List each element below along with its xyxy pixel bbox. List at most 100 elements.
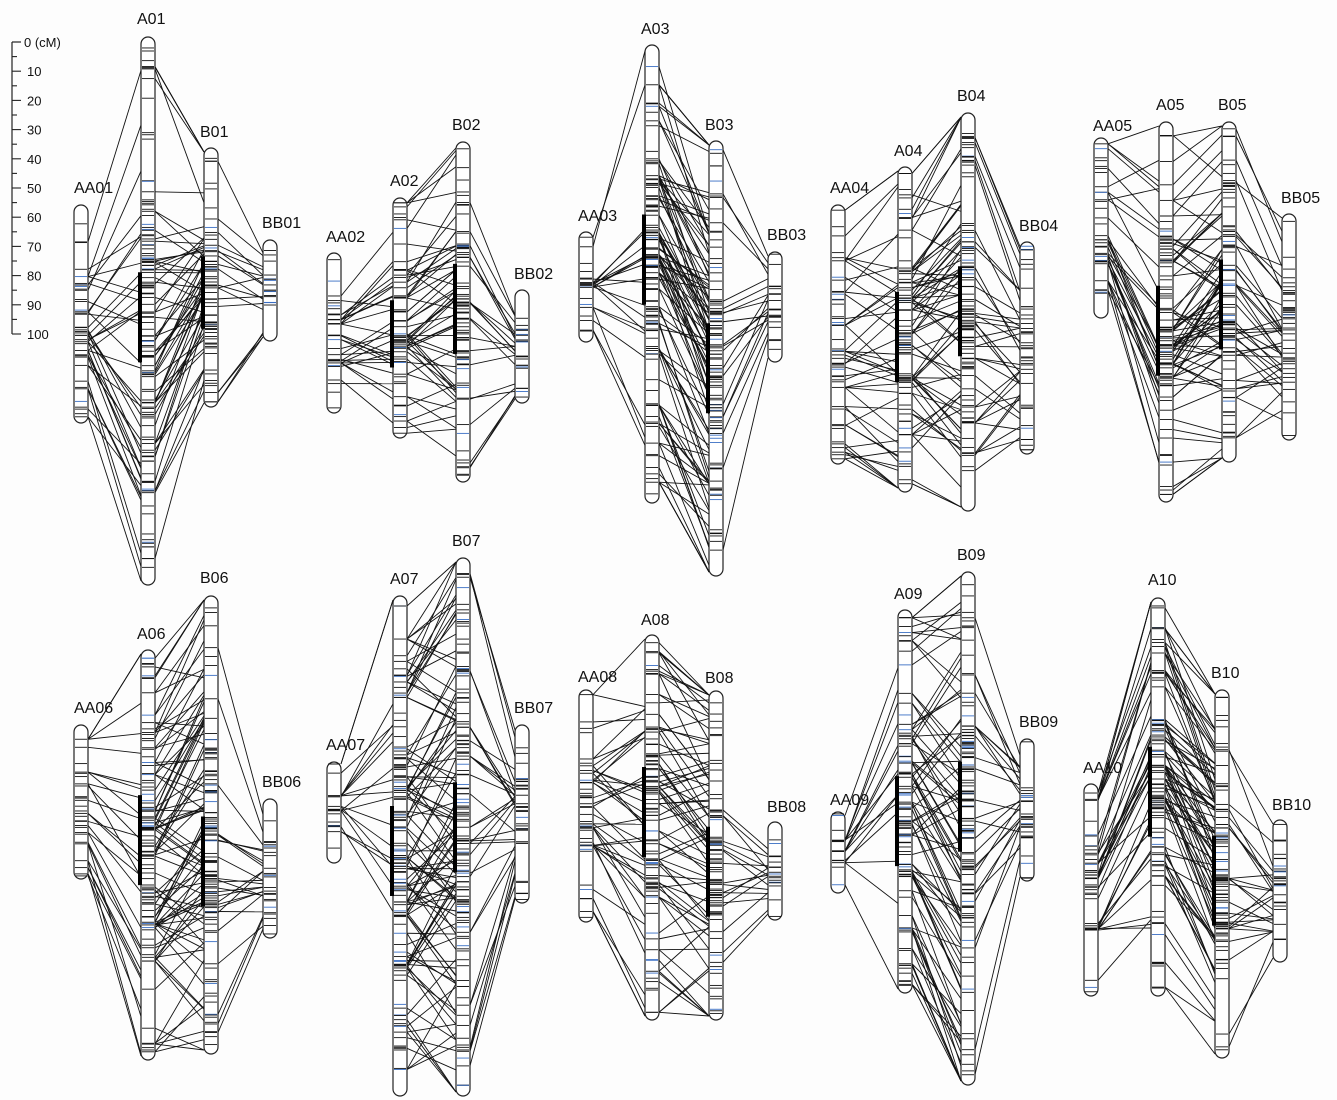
- synteny-link: [911, 863, 962, 913]
- synteny-link: [469, 245, 516, 338]
- chromosome: B02: [452, 117, 481, 483]
- synteny-link: [154, 599, 205, 678]
- synteny-link: [154, 261, 205, 372]
- synteny-link: [844, 454, 899, 467]
- synteny-link: [154, 903, 205, 926]
- synteny-link: [406, 561, 457, 607]
- synteny-link: [87, 875, 142, 1010]
- synteny-link: [340, 321, 394, 356]
- synteny-link: [1164, 787, 1216, 856]
- chromosome: BB05: [1281, 190, 1320, 441]
- synteny-link: [1164, 800, 1216, 818]
- synteny-link: [340, 703, 394, 798]
- chromosomes: AA01 A01 B01 BB01 AA02 A02 B02 BB02 AA03 A03 B03 BB…: [73, 11, 1320, 1097]
- synteny-link: [974, 437, 1021, 472]
- synteny-link: [1235, 410, 1283, 439]
- synteny-link: [592, 737, 646, 760]
- synteny-link: [658, 670, 710, 696]
- synteny-link: [1097, 628, 1152, 801]
- synteny-link: [406, 868, 457, 879]
- synteny-link: [844, 689, 899, 842]
- synteny-link: [1235, 128, 1283, 242]
- synteny-link: [911, 695, 962, 725]
- synteny-link: [154, 699, 205, 730]
- synteny-link: [658, 84, 710, 146]
- synteny-link: [154, 210, 205, 241]
- synteny-link: [974, 674, 1021, 785]
- chromosome-label: A07: [390, 571, 419, 588]
- chromosome: AA03: [578, 208, 617, 343]
- synteny-link: [722, 849, 769, 876]
- synteny-link: [844, 451, 899, 471]
- synteny-link: [844, 324, 899, 374]
- synteny-link: [154, 384, 205, 444]
- synteny-link: [911, 302, 962, 344]
- synteny-link: [722, 815, 769, 870]
- synteny-link: [974, 820, 1021, 833]
- synteny-link: [658, 884, 710, 950]
- synteny-link: [658, 830, 710, 875]
- synteny-link: [217, 887, 264, 896]
- synteny-link: [911, 392, 962, 458]
- synteny-link: [911, 408, 962, 451]
- chromosome-label: B03: [705, 117, 734, 134]
- synteny-link: [974, 876, 1021, 1075]
- synteny-link: [911, 300, 962, 321]
- synteny-link: [406, 400, 457, 422]
- synteny-link: [1172, 302, 1223, 349]
- synteny-link: [911, 702, 962, 764]
- synteny-link: [87, 653, 142, 740]
- synteny-link: [87, 820, 142, 838]
- synteny-link: [658, 256, 710, 352]
- synteny-link: [658, 789, 710, 816]
- synteny-link: [406, 358, 457, 402]
- synteny-link: [87, 354, 142, 469]
- synteny-link: [658, 306, 710, 345]
- synteny-link: [340, 352, 394, 367]
- synteny-link: [1235, 367, 1283, 399]
- synteny-link: [1235, 264, 1283, 319]
- synteny-link: [406, 201, 457, 283]
- synteny-link: [1172, 198, 1223, 264]
- synteny-link: [844, 266, 899, 281]
- synteny-link: [154, 866, 205, 911]
- synteny-link: [911, 693, 962, 748]
- synteny-link: [406, 340, 457, 358]
- synteny-link: [722, 308, 769, 352]
- synteny-link: [340, 300, 394, 308]
- synteny-link: [469, 257, 516, 334]
- synteny-link: [406, 956, 457, 982]
- synteny-link: [154, 873, 205, 926]
- synteny-link: [406, 1031, 457, 1093]
- synteny-link: [911, 256, 962, 311]
- synteny-link: [911, 640, 962, 683]
- synteny-link: [911, 762, 962, 845]
- synteny-link: [406, 266, 457, 276]
- chromosome-label: A04: [894, 143, 923, 160]
- synteny-link: [658, 949, 710, 994]
- synteny-link: [658, 259, 710, 384]
- synteny-link: [1097, 646, 1152, 794]
- synteny-link: [154, 960, 205, 1010]
- chromosome-label: BB01: [262, 215, 301, 232]
- synteny-link: [592, 782, 646, 814]
- synteny-link: [406, 796, 457, 820]
- synteny-link: [722, 840, 769, 858]
- synteny-link: [844, 702, 899, 841]
- synteny-link: [154, 774, 205, 811]
- synteny-link: [722, 338, 769, 469]
- synteny-link: [974, 380, 1021, 424]
- chromosome: AA06: [73, 700, 113, 880]
- synteny-link: [1172, 309, 1223, 378]
- synteny-link: [1097, 819, 1152, 929]
- synteny-link: [911, 294, 962, 311]
- synteny-link: [592, 320, 646, 358]
- synteny-link: [1164, 804, 1216, 924]
- synteny-link: [592, 842, 646, 954]
- scale-tick-label: 80: [27, 269, 41, 284]
- synteny-link: [1164, 729, 1216, 776]
- synteny-link: [406, 1045, 457, 1070]
- synteny-link: [911, 229, 962, 257]
- synteny-link: [1235, 283, 1283, 334]
- synteny-link: [340, 350, 394, 356]
